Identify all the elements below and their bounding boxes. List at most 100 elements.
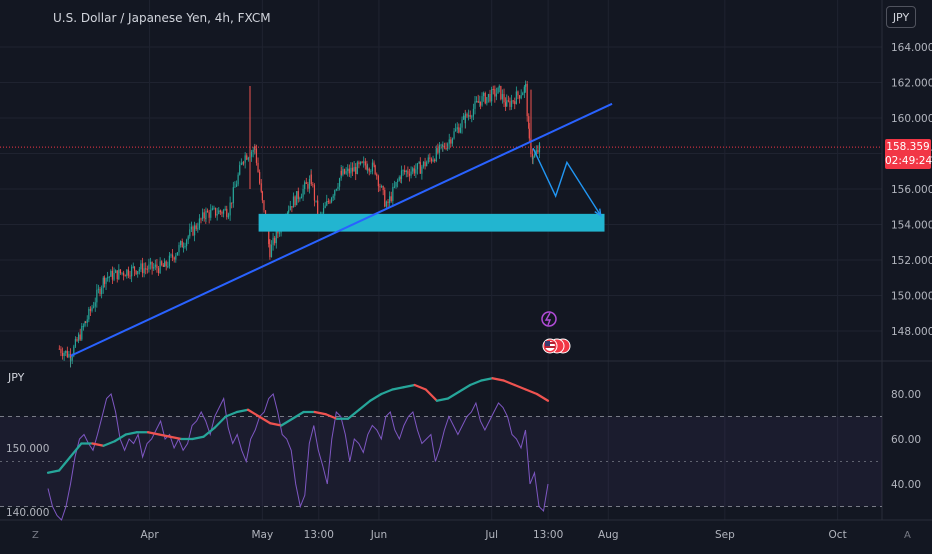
- candle-body: [459, 127, 462, 133]
- time-axis-label: Apr: [140, 529, 159, 541]
- candle-body: [523, 86, 525, 94]
- rsi-ma-segment: [158, 433, 172, 438]
- candle-body: [464, 113, 466, 124]
- time-axis-label: Aug: [598, 529, 619, 541]
- candle-body: [66, 350, 68, 358]
- candle-body: [326, 201, 328, 206]
- candle-body: [330, 197, 333, 203]
- price-axis-label: 156.000: [891, 184, 932, 196]
- candle-body: [73, 346, 75, 357]
- candle-body: [254, 146, 256, 149]
- indicator-axis-label: 80.00: [891, 389, 921, 401]
- rsi-ma-segment: [458, 383, 472, 393]
- candle-body: [474, 101, 476, 109]
- candle-body: [332, 195, 334, 198]
- candle-body: [356, 162, 358, 174]
- candle-body: [137, 271, 139, 274]
- trendline: [70, 102, 613, 357]
- candle-body: [86, 319, 88, 323]
- rsi-ma-segment: [346, 408, 361, 420]
- candle-body: [432, 159, 434, 162]
- candle-body: [127, 269, 130, 276]
- candle-body: [151, 261, 153, 269]
- candle-body: [143, 268, 145, 274]
- candle-body: [213, 207, 215, 209]
- rsi-line: [47, 393, 549, 521]
- candle-body: [229, 202, 231, 216]
- candle-body: [412, 168, 414, 172]
- arrow-head: [594, 208, 602, 218]
- rsi-ma-segment: [491, 377, 505, 382]
- candle-body: [192, 226, 194, 236]
- candle-body: [481, 96, 483, 106]
- candle-body: [65, 350, 67, 353]
- auto-scale-button[interactable]: A: [904, 530, 911, 541]
- candle-body: [255, 148, 258, 163]
- candle-body: [477, 100, 479, 103]
- currency-button[interactable]: JPY: [886, 6, 916, 28]
- candle-body: [91, 307, 93, 311]
- candle-body: [252, 149, 254, 152]
- candle-body: [487, 94, 490, 98]
- candle-body: [410, 171, 412, 176]
- rsi-ma-segment: [235, 408, 250, 414]
- grid-layer: [0, 0, 932, 521]
- candle-body: [327, 201, 329, 203]
- rsi-ma-segment: [202, 426, 216, 438]
- event-markers[interactable]: [541, 311, 571, 354]
- candle-body: [61, 352, 64, 357]
- candle-body: [210, 209, 212, 218]
- candle-body: [472, 108, 474, 117]
- drawings-layer: [0, 102, 882, 357]
- candle-body: [405, 170, 407, 173]
- candle-body: [242, 162, 244, 164]
- support-zone: [258, 213, 605, 232]
- rsi-ma-segment: [502, 379, 516, 387]
- candle-body: [115, 270, 117, 273]
- candle-body: [108, 276, 110, 278]
- flag-stripe: [545, 346, 555, 348]
- candle-body: [427, 157, 429, 163]
- candle-body: [182, 246, 184, 248]
- timezone-icon[interactable]: Z: [32, 530, 39, 541]
- candle-body: [164, 261, 166, 267]
- rsi-ma-segment: [480, 377, 494, 382]
- candle-body: [216, 213, 218, 216]
- candle-body: [291, 206, 293, 208]
- left-axis-label: 140.000: [6, 507, 49, 519]
- indicator-axis-label: 60.00: [891, 434, 921, 446]
- candle-body: [240, 162, 242, 166]
- rsi-ma-segment: [513, 383, 527, 391]
- candle-body: [363, 161, 365, 163]
- candle-body: [307, 183, 309, 189]
- candle-body: [103, 277, 106, 284]
- candle-body: [71, 356, 73, 361]
- candle-body: [419, 162, 421, 174]
- candle-body: [450, 139, 452, 144]
- candle-body: [430, 158, 433, 162]
- candle-body: [370, 171, 372, 173]
- rsi-ma-segment: [146, 431, 161, 436]
- candle-body: [302, 188, 304, 197]
- candle-body: [68, 354, 70, 358]
- time-axis-label: 13:00: [304, 529, 334, 541]
- candle-body: [124, 275, 126, 277]
- candle-body: [148, 264, 150, 270]
- candle-body: [497, 87, 499, 94]
- candle-body: [377, 176, 379, 187]
- candle-body: [400, 170, 403, 179]
- candle-body: [206, 210, 209, 213]
- rsi-ma-segment: [402, 383, 416, 389]
- earnings-event-icon[interactable]: [541, 311, 557, 327]
- candle-body: [270, 244, 273, 258]
- projection-arrow: [532, 147, 602, 217]
- candle-body: [313, 185, 316, 201]
- candle-body: [231, 202, 233, 204]
- candle-body: [505, 102, 507, 107]
- candle-body: [275, 230, 277, 244]
- rsi-ma-segment: [46, 469, 61, 474]
- candle-body: [194, 225, 196, 236]
- candle-body: [422, 161, 425, 167]
